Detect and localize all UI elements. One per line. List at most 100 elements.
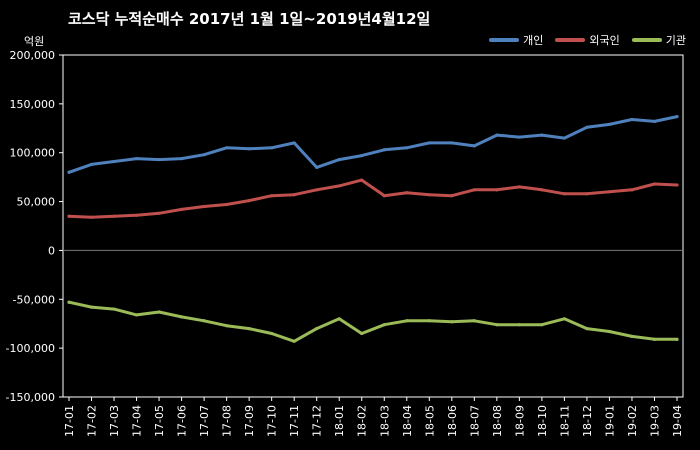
x-tick-label: 17-02	[86, 405, 99, 437]
legend-swatch-institution	[631, 38, 662, 42]
series-0-point	[517, 135, 521, 139]
legend: 개인 외국인 기관	[489, 32, 686, 48]
series-2-point	[247, 327, 251, 331]
x-tick-label: 18-05	[423, 405, 436, 437]
series-2-point	[157, 310, 161, 314]
series-0-point	[607, 122, 612, 126]
series-0-point	[157, 157, 161, 162]
series-1-point	[292, 193, 296, 197]
chart-title: 코스닥 누적순매수 2017년 1월 1일~2019년4월12일	[68, 10, 431, 28]
series-2-point	[337, 317, 341, 321]
series-1-point	[270, 194, 274, 198]
series-1-point	[427, 193, 431, 197]
series-2-point	[540, 323, 544, 327]
series-1-point	[112, 214, 116, 218]
x-tick-label: 17-11	[288, 405, 301, 437]
series-2-point	[89, 305, 94, 309]
series-2-point	[202, 319, 206, 323]
series-2-point	[607, 329, 612, 334]
series-2-point	[472, 319, 476, 323]
series-0-point	[427, 141, 431, 145]
series-0-point	[292, 141, 296, 145]
x-tick-label: 17-06	[176, 405, 189, 437]
legend-label-foreign: 외국인	[589, 34, 620, 47]
series-0-point	[67, 170, 71, 174]
x-tick-label: 18-04	[401, 405, 414, 437]
series-1-point	[450, 194, 454, 198]
series-0-point	[652, 119, 657, 124]
series-1-point	[405, 191, 409, 195]
series-2-point	[134, 313, 139, 317]
y-tick-label: 150,000	[10, 98, 56, 111]
x-tick-label: 17-09	[243, 405, 256, 437]
series-0-point	[495, 133, 499, 137]
series-0-point	[540, 133, 544, 137]
series-2-point	[585, 327, 589, 331]
series-0-point	[270, 146, 274, 150]
legend-item-foreign: 외국인	[555, 32, 620, 48]
y-tick-label: 50,000	[17, 196, 56, 209]
series-1-point	[540, 188, 544, 192]
x-tick-label: 18-09	[513, 405, 526, 437]
x-tick-label: 18-01	[333, 405, 346, 437]
series-0-point	[472, 144, 476, 148]
x-tick-label: 18-12	[581, 405, 594, 437]
series-2-point	[292, 339, 296, 343]
series-1-point	[360, 178, 364, 182]
x-tick-label: 17-08	[221, 405, 234, 437]
series-2-point	[270, 331, 274, 336]
legend-label-institution: 기관	[665, 34, 686, 47]
series-2-point	[495, 323, 499, 327]
y-tick-label: -50,000	[13, 293, 55, 306]
series-1-point	[89, 215, 94, 219]
x-tick-label: 19-04	[671, 405, 684, 437]
x-tick-label: 18-11	[558, 405, 571, 437]
series-1-point	[382, 194, 386, 198]
series-1-point	[157, 211, 161, 215]
y-tick-label: -100,000	[6, 342, 55, 355]
x-tick-label: 17-12	[311, 405, 324, 437]
series-0-point	[450, 141, 454, 145]
x-tick-label: 18-06	[446, 405, 459, 437]
series-0-point	[405, 146, 409, 150]
series-1-point	[225, 202, 229, 207]
series-0-point	[562, 136, 567, 140]
series-2-point	[360, 331, 364, 336]
series-2-point	[427, 319, 431, 323]
series-0-point	[630, 117, 634, 122]
series-0-point	[134, 156, 139, 161]
series-1-point	[472, 188, 476, 192]
series-2-point	[517, 323, 521, 327]
x-tick-label: 19-01	[603, 405, 616, 437]
series-1-point	[562, 192, 567, 196]
x-tick-label: 17-01	[63, 405, 76, 437]
series-2-point	[225, 324, 229, 328]
series-0-point	[247, 147, 251, 151]
y-tick-label: 200,000	[10, 49, 56, 62]
legend-item-individual: 개인	[489, 32, 543, 48]
legend-label-individual: 개인	[523, 34, 544, 47]
series-1-point	[247, 198, 251, 203]
series-2-point	[630, 334, 634, 339]
x-tick-label: 18-02	[356, 405, 369, 437]
x-tick-label: 17-03	[108, 405, 121, 437]
y-axis-unit: 억원	[24, 35, 45, 48]
series-0-point	[202, 153, 206, 157]
series-0-point	[382, 148, 386, 152]
series-line-1	[67, 178, 679, 219]
series-1-point	[67, 214, 71, 218]
x-tick-label: 17-07	[198, 405, 211, 437]
x-tick-label: 18-07	[468, 405, 481, 437]
x-tick-label: 17-05	[153, 405, 166, 437]
x-tick-label: 17-04	[131, 405, 144, 437]
series-1-point	[315, 188, 319, 192]
series-1-point	[675, 183, 679, 187]
plot-area	[62, 54, 684, 398]
y-tick-label: 100,000	[10, 147, 56, 160]
x-tick-label: 19-02	[626, 405, 639, 437]
x-tick-label: 17-10	[266, 405, 279, 437]
y-tick-label: -150,000	[6, 391, 55, 404]
legend-swatch-individual	[489, 38, 520, 42]
series-2-point	[179, 315, 184, 319]
